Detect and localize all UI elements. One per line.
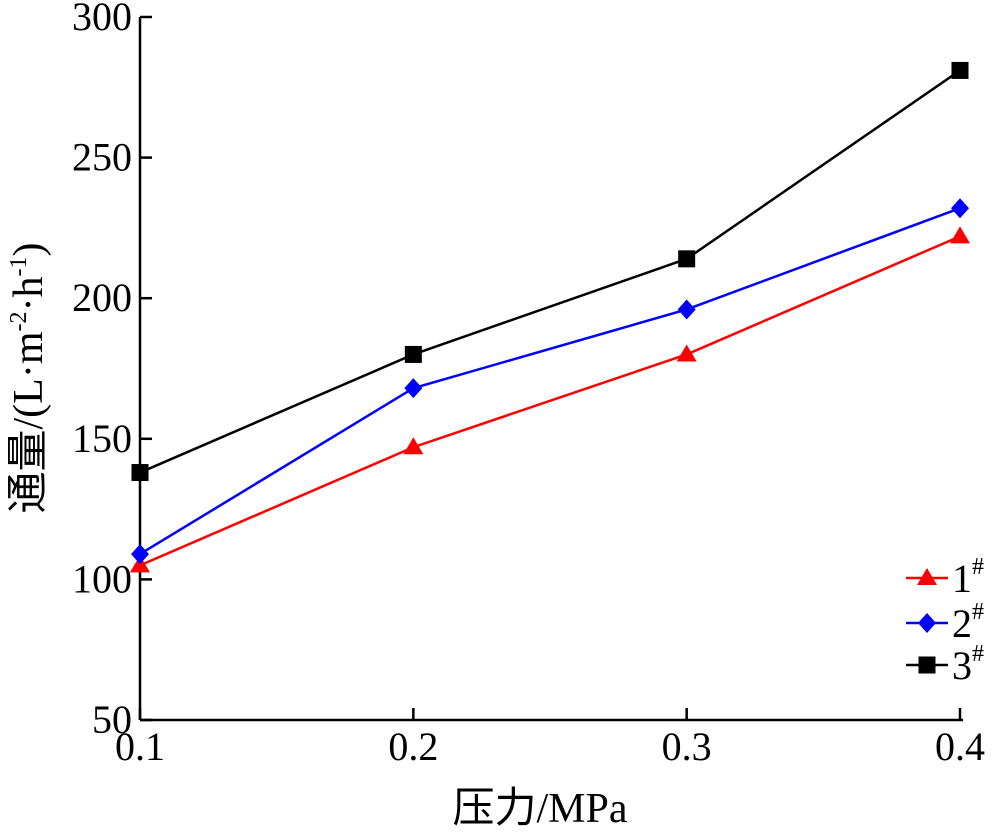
legend-label-sup: #: [972, 641, 984, 667]
legend-label: 3#: [952, 641, 984, 688]
y-tick-label: 300: [72, 0, 132, 39]
series-2: [131, 198, 969, 565]
data-point-1: [950, 226, 970, 244]
y-axis-title-mid: ·h: [6, 277, 52, 312]
x-tick-label: 0.2: [388, 724, 438, 769]
y-tick-label: 200: [72, 275, 132, 320]
legend-item-2: 2#: [906, 599, 984, 646]
data-point-2: [131, 544, 149, 565]
x-ticks: 0.1 0.2 0.3 0.4: [115, 708, 985, 769]
data-point-3: [678, 250, 696, 268]
legend-swatch-marker: [918, 656, 936, 674]
y-axis-title-sup2: -1: [6, 257, 32, 277]
data-point-3: [951, 61, 969, 79]
axes: [138, 17, 963, 722]
y-axis-title: 通量/(L·m-2·h-1): [6, 243, 52, 514]
series-line-2: [139, 207, 961, 556]
y-tick-label: 100: [72, 556, 132, 601]
y-ticks: 50 100 150 200 250 300: [72, 0, 152, 742]
data-point-3: [404, 345, 422, 363]
data-point-3: [131, 464, 149, 482]
y-tick-label: 50: [92, 697, 132, 742]
y-axis-title-sup1: -2: [6, 312, 32, 332]
legend-label-main: 1: [952, 556, 972, 601]
data-point-2: [404, 378, 423, 399]
legend-label: 2#: [952, 599, 984, 646]
y-tick-label: 250: [72, 135, 132, 180]
plot-series: [130, 61, 970, 573]
series-line-1: [139, 235, 961, 567]
data-point-2: [951, 198, 969, 219]
y-tick-label: 150: [72, 416, 132, 461]
data-point-2: [677, 299, 696, 320]
legend-swatch-marker: [918, 613, 936, 633]
series-3: [131, 61, 969, 482]
x-tick-label: 0.1: [115, 724, 165, 769]
data-point-1: [676, 344, 697, 362]
legend-item-3: 3#: [906, 641, 984, 688]
x-tick-label: 0.3: [662, 724, 712, 769]
legend-label-sup: #: [972, 554, 984, 580]
legend-label: 1#: [952, 554, 984, 601]
legend-label-main: 3: [952, 643, 972, 688]
y-axis-title-main: 通量/(L·m: [6, 331, 52, 513]
legend-swatch-marker: [917, 568, 937, 585]
legend-label-main: 2: [952, 601, 972, 646]
x-tick-label: 0.4: [935, 724, 985, 769]
legend-label-sup: #: [972, 599, 984, 625]
data-point-1: [403, 437, 424, 455]
series-line-3: [139, 69, 961, 474]
y-axis-title-end: ): [6, 243, 52, 257]
x-axis-title: 压力/MPa: [452, 786, 627, 832]
series-1: [130, 226, 970, 573]
legend: 1#2#3#: [906, 554, 984, 688]
legend-item-1: 1#: [906, 554, 984, 601]
